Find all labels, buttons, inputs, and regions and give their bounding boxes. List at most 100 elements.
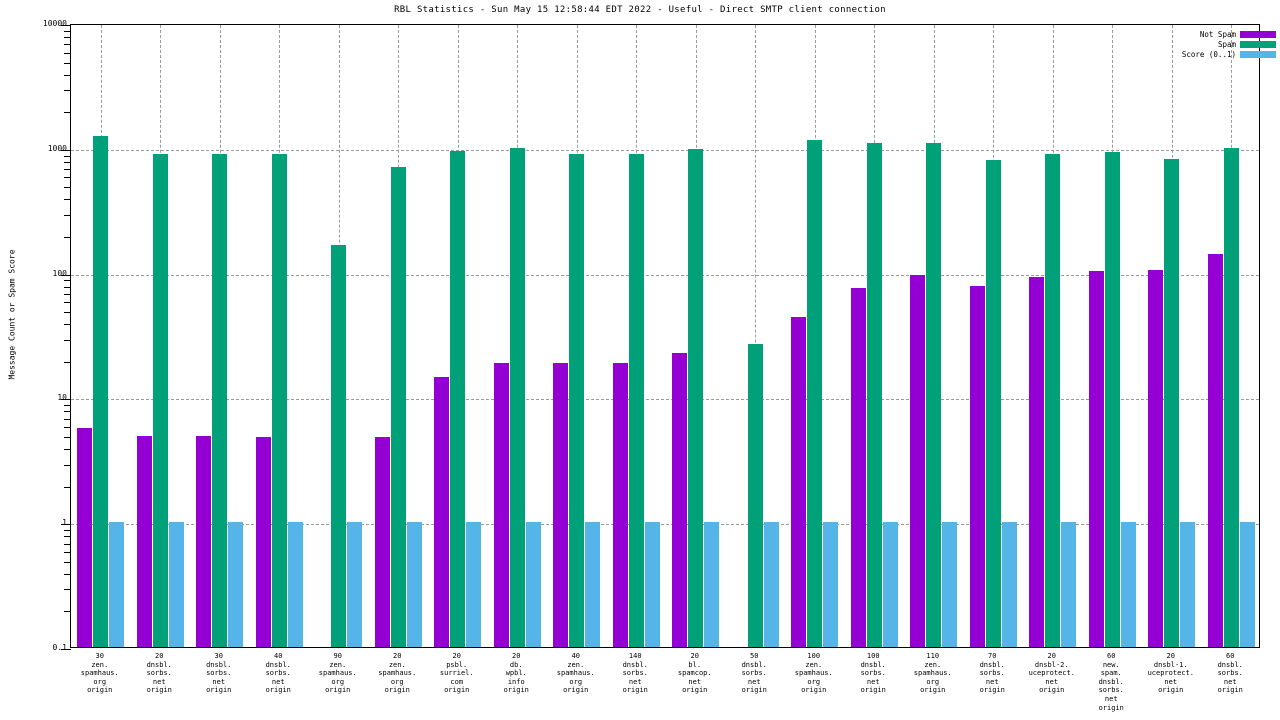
y-axis-minor-tick [64,611,71,613]
bar-group [969,25,1017,647]
x-axis-tick-label: 100 zen. spamhaus. org origin [794,652,833,695]
bar-group [196,25,244,647]
x-axis-tick-label: 20 dnsbl. sorbs. net origin [146,652,172,695]
bar-notspam [672,353,688,647]
legend-swatch-score [1240,51,1276,58]
y-axis-minor-tick [64,411,71,413]
y-axis-minor-tick [64,90,71,92]
y-axis-tick [61,399,71,401]
y-axis-label: Message Count or Spam Score [7,249,17,380]
x-axis-tick-label: 50 dnsbl. sorbs. net origin [741,652,767,695]
x-axis-tick-label: 40 dnsbl. sorbs. net origin [265,652,291,695]
y-axis-minor-tick [64,339,71,341]
x-axis-tick-label: 30 dnsbl. sorbs. net origin [206,652,232,695]
x-axis-tick-label: 60 dnsbl. sorbs. net origin [1217,652,1243,695]
y-axis-tick [61,524,71,526]
legend-item: Score (0..1) [1182,50,1276,59]
x-axis-tick-label: 20 bl. spamcop. net origin [677,652,712,695]
gridline-horizontal [71,149,1259,151]
bar-spam [509,147,525,647]
x-axis-tick-label: 90 zen. spamhaus. org origin [318,652,357,695]
bar-score [1061,522,1077,647]
bar-score [1001,522,1017,647]
bar-score [228,522,244,647]
bar-group [1029,25,1077,647]
y-axis-minor-tick [64,280,71,282]
y-axis-minor-tick [64,161,71,163]
y-axis-minor-tick [64,169,71,171]
y-axis-tick [61,649,71,650]
bar-notspam [434,377,450,647]
bar-score [109,522,125,647]
x-axis-tick-label: 100 dnsbl. sorbs. net origin [860,652,886,695]
bar-group [136,25,184,647]
y-axis-minor-tick [64,302,71,304]
legend-swatch-notspam [1240,31,1276,38]
bar-spam [688,148,704,647]
bar-score [942,522,958,647]
y-axis-minor-tick [64,561,71,563]
y-axis-minor-tick [64,324,71,326]
y-axis-minor-tick [64,464,71,466]
bar-group [434,25,482,647]
bar-spam [93,135,109,647]
y-axis-minor-tick [64,405,71,407]
y-axis-tick-label: 1 [62,518,67,528]
bar-notspam [1029,276,1045,647]
y-axis-tick-label: 10000 [42,19,67,28]
bar-notspam [196,436,212,647]
gridline-horizontal [71,274,1259,276]
bar-spam [271,153,287,647]
bar-spam [1164,158,1180,647]
y-axis-minor-tick [64,436,71,438]
y-axis-minor-tick [64,215,71,217]
y-axis-tick [61,149,71,151]
bar-score [466,522,482,647]
bar-group [1207,25,1255,647]
bar-score [1120,522,1136,647]
bar-group [1088,25,1136,647]
y-axis-tick-label: 100 [52,268,67,278]
bar-group [732,25,779,647]
bar-spam [1104,151,1120,647]
x-axis-tick-label: 60 new. spam. dnsbl. sorbs. net origin [1098,652,1124,712]
y-axis-minor-tick [64,112,71,114]
bar-score [704,522,720,647]
bar-score [347,522,363,647]
x-axis-tick-label: 20 dnsbl-1. uceprotect. net origin [1147,652,1194,695]
bar-group [374,25,422,647]
legend-label: Not Spam [1199,30,1236,39]
bar-score [763,522,779,647]
bar-notspam [136,436,152,647]
bar-score [882,522,898,647]
bar-group [672,25,720,647]
y-axis-minor-tick [64,312,71,314]
y-axis-minor-tick [64,589,71,591]
gridline-vertical [755,25,757,647]
legend: Not Spam Spam Score (0..1) [1182,30,1276,60]
bar-spam [926,142,942,647]
bar-group [553,25,601,647]
bar-score [406,522,422,647]
bar-notspam [1088,271,1104,647]
y-axis-minor-tick [64,74,71,76]
x-axis-tick-label: 140 dnsbl. sorbs. net origin [622,652,648,695]
legend-label: Score (0..1) [1181,50,1236,59]
gridline-horizontal [71,399,1259,401]
gridline-horizontal [71,524,1259,526]
y-axis-tick-label: 0.1 [52,643,67,652]
y-axis-minor-tick [64,177,71,179]
bar-notspam [791,317,807,647]
bar-spam [331,245,347,647]
x-axis-tick-label: 20 db. wpbl. info origin [503,652,529,695]
y-axis-tick [61,25,71,26]
bar-spam [1045,153,1061,647]
bar-group [255,25,303,647]
x-axis-tick-label: 40 zen. spamhaus. org origin [556,652,595,695]
plot-area [61,24,1260,650]
chart-title: RBL Statistics - Sun May 15 12:58:44 EDT… [394,5,886,15]
bar-spam [152,153,168,647]
bar-group [493,25,541,647]
y-axis-minor-tick [64,30,71,32]
